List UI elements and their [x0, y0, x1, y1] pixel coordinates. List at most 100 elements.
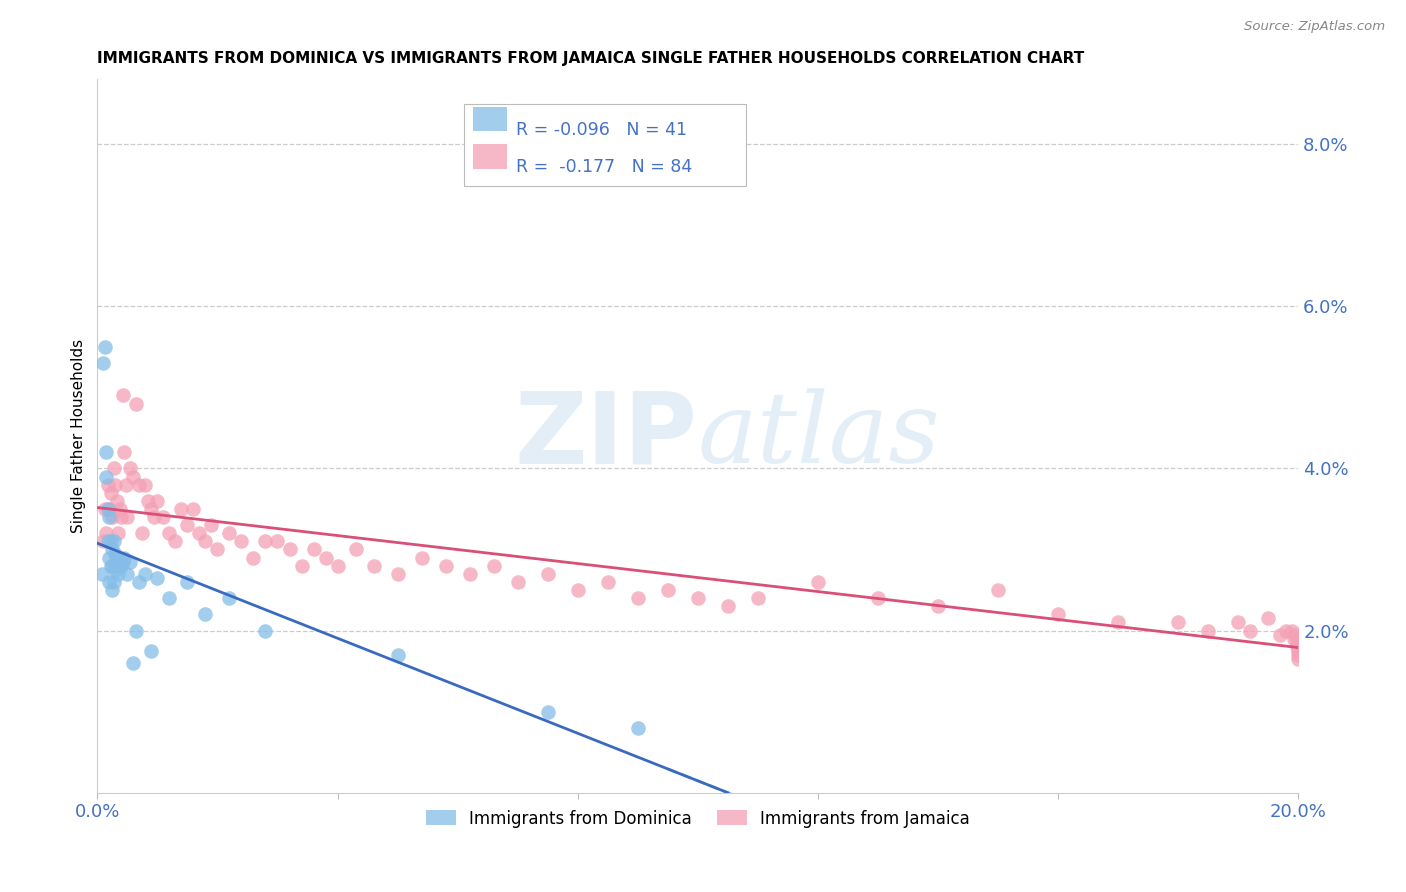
Point [537, 705, 560, 719]
Point [122, 469, 145, 483]
Point [387, 648, 409, 662]
Point [482, 558, 505, 573]
Point [290, 558, 312, 573]
Point [134, 477, 156, 491]
Point [717, 599, 740, 614]
Point [134, 566, 156, 581]
Point [101, 582, 124, 597]
Point [254, 534, 277, 549]
Point [100, 485, 122, 500]
Point [97, 502, 120, 516]
Point [101, 558, 124, 573]
Point [101, 510, 124, 524]
Point [143, 510, 166, 524]
Text: Source: ZipAtlas.com: Source: ZipAtlas.com [1244, 20, 1385, 33]
Point [98, 574, 121, 589]
Point [176, 518, 198, 533]
Point [105, 550, 128, 565]
Point [188, 526, 211, 541]
Point [93, 340, 115, 354]
Y-axis label: Single Father Households: Single Father Households [72, 339, 86, 533]
Point [141, 644, 163, 658]
Point [100, 558, 122, 573]
Point [686, 591, 709, 606]
Text: atlas: atlas [697, 388, 941, 483]
Point [194, 607, 217, 622]
Point [1270, 627, 1292, 641]
Point [103, 534, 125, 549]
Point [120, 555, 142, 569]
Point [506, 574, 529, 589]
Point [93, 502, 115, 516]
Point [218, 526, 240, 541]
Point [387, 566, 409, 581]
Point [1227, 615, 1250, 630]
Point [1286, 648, 1309, 662]
Point [207, 542, 229, 557]
Point [1239, 624, 1261, 638]
Point [107, 526, 129, 541]
Point [1167, 615, 1189, 630]
Point [103, 574, 125, 589]
Point [138, 493, 160, 508]
Point [458, 566, 481, 581]
Point [627, 591, 650, 606]
Point [157, 591, 180, 606]
Point [1286, 640, 1309, 654]
Point [152, 510, 174, 524]
Point [411, 550, 433, 565]
Point [254, 624, 277, 638]
Point [1107, 615, 1129, 630]
Point [1257, 611, 1279, 625]
Point [120, 461, 142, 475]
Point [131, 526, 153, 541]
Point [128, 574, 150, 589]
Point [1047, 607, 1070, 622]
Point [96, 526, 118, 541]
Point [231, 534, 253, 549]
Text: R = -0.096   N = 41: R = -0.096 N = 41 [516, 120, 688, 139]
Point [93, 534, 115, 549]
Point [657, 582, 679, 597]
FancyBboxPatch shape [464, 104, 745, 186]
Point [108, 558, 131, 573]
Point [107, 566, 129, 581]
Point [326, 558, 349, 573]
Point [627, 721, 650, 735]
Point [170, 502, 193, 516]
Point [146, 571, 169, 585]
Point [104, 563, 127, 577]
Point [122, 656, 145, 670]
FancyBboxPatch shape [474, 145, 508, 169]
Point [176, 574, 198, 589]
FancyBboxPatch shape [474, 107, 508, 131]
Point [218, 591, 240, 606]
Point [98, 550, 121, 565]
Point [157, 526, 180, 541]
Point [128, 477, 150, 491]
Point [194, 534, 217, 549]
Point [112, 445, 135, 459]
Point [98, 502, 121, 516]
Point [302, 542, 325, 557]
Point [567, 582, 589, 597]
Point [125, 396, 148, 410]
Point [110, 510, 132, 524]
Point [183, 502, 205, 516]
Point [596, 574, 619, 589]
Point [125, 624, 148, 638]
Point [111, 555, 134, 569]
Point [165, 534, 187, 549]
Point [117, 510, 139, 524]
Point [927, 599, 949, 614]
Point [1275, 624, 1298, 638]
Point [1282, 632, 1305, 646]
Point [104, 547, 127, 561]
Point [200, 518, 222, 533]
Point [93, 356, 115, 370]
Point [266, 534, 288, 549]
Point [1286, 644, 1309, 658]
Point [315, 550, 337, 565]
Point [101, 542, 124, 557]
Point [747, 591, 769, 606]
